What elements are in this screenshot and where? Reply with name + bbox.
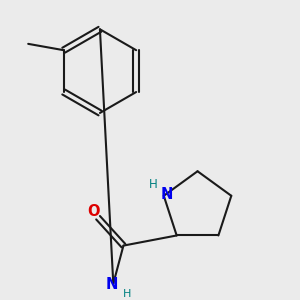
Text: N: N (160, 187, 172, 202)
Text: N: N (106, 278, 118, 292)
Text: H: H (123, 289, 131, 299)
Text: O: O (87, 204, 99, 219)
Text: H: H (149, 178, 158, 191)
